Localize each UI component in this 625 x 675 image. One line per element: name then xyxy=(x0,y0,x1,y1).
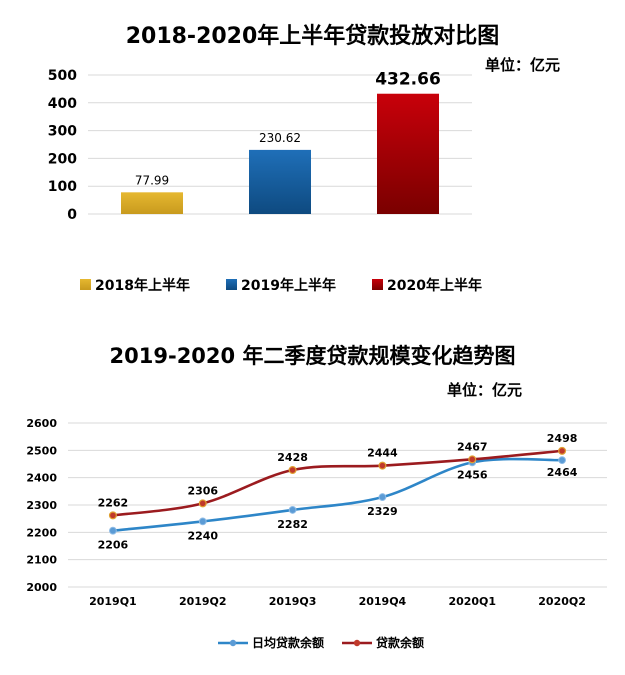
series-data-label: 2306 xyxy=(187,484,218,497)
bar-y-tick-label: 100 xyxy=(48,179,77,195)
line-x-tick-label: 2019Q4 xyxy=(359,595,407,608)
bar-y-tick-label: 400 xyxy=(48,96,77,112)
bar-legend-label: 2019年上半年 xyxy=(241,277,336,294)
bar xyxy=(377,93,439,214)
line-y-tick-label: 2600 xyxy=(26,417,57,430)
bar-value-label: 230.62 xyxy=(259,131,301,145)
series-point xyxy=(378,461,387,470)
line-x-tick-label: 2019Q1 xyxy=(89,595,137,608)
bar-legend-swatch xyxy=(226,279,237,290)
series-line xyxy=(112,457,563,532)
series-point xyxy=(558,456,566,465)
series-data-label: 2428 xyxy=(277,451,308,464)
line-y-tick-label: 2200 xyxy=(26,526,57,539)
line-y-tick-label: 2500 xyxy=(26,444,57,457)
line-x-tick-label: 2020Q1 xyxy=(448,595,496,608)
bar-chart-title: 2018-2020年上半年贷款投放对比图 xyxy=(125,24,500,49)
line-x-tick-label: 2020Q2 xyxy=(538,595,586,608)
bar-y-tick-label: 500 xyxy=(48,68,77,84)
line-chart-title: 2019-2020 年二季度贷款规模变化趋势图 xyxy=(109,344,516,368)
bar-chart-unit-label: 单位：亿元 xyxy=(485,56,561,74)
bar-legend-label: 2020年上半年 xyxy=(387,277,482,294)
series-point xyxy=(558,446,567,455)
line-legend-marker xyxy=(353,639,361,647)
series-point xyxy=(378,493,387,501)
bar xyxy=(121,192,183,214)
bar-legend-swatch xyxy=(80,279,91,290)
series-point xyxy=(108,511,117,520)
series-data-label: 2240 xyxy=(187,529,218,542)
line-y-tick-label: 2000 xyxy=(26,581,57,594)
line-x-tick-label: 2019Q3 xyxy=(269,595,317,608)
line-x-tick-label: 2019Q2 xyxy=(179,595,227,608)
series-point xyxy=(288,466,297,475)
bar xyxy=(249,149,311,214)
line-legend-marker xyxy=(229,639,237,647)
bar-value-label: 432.66 xyxy=(375,70,441,90)
series-data-label: 2464 xyxy=(547,466,578,479)
series-data-label: 2498 xyxy=(547,432,578,445)
line-y-tick-label: 2100 xyxy=(26,554,57,567)
bar-y-tick-label: 300 xyxy=(48,124,77,140)
line-y-tick-label: 2300 xyxy=(26,499,57,512)
bar-value-label: 77.99 xyxy=(135,173,169,187)
series-point xyxy=(288,506,297,514)
series-point xyxy=(468,455,477,464)
series-data-label: 2282 xyxy=(277,518,308,531)
bar-legend-swatch xyxy=(372,279,383,290)
bar-legend-label: 2018年上半年 xyxy=(95,277,190,294)
series-data-label: 2206 xyxy=(98,539,129,552)
bar-y-tick-label: 0 xyxy=(67,207,77,223)
series-point xyxy=(198,499,207,508)
bar-y-tick-label: 200 xyxy=(48,151,77,167)
bar-chart: 0 100 200 300 400 500 77.99 230.62 432.66 2018年上半… xyxy=(48,68,482,294)
series-data-label: 2467 xyxy=(457,440,488,453)
series-data-label: 2444 xyxy=(367,447,398,460)
line-chart-unit-label: 单位：亿元 xyxy=(447,381,523,399)
series-point xyxy=(198,517,207,526)
line-legend-label: 日均贷款余额 xyxy=(252,635,324,650)
series-line xyxy=(112,449,563,517)
series-data-label: 2329 xyxy=(367,505,398,518)
line-y-tick-label: 2400 xyxy=(26,472,57,485)
series-data-label: 2262 xyxy=(98,496,129,509)
line-chart: 2000 2100 2200 2300 2400 2500 2600 2019Q1 2019Q2… xyxy=(26,417,607,650)
series-data-label: 2456 xyxy=(457,468,488,481)
line-legend-label: 贷款余额 xyxy=(376,635,424,650)
series-point xyxy=(109,526,117,535)
